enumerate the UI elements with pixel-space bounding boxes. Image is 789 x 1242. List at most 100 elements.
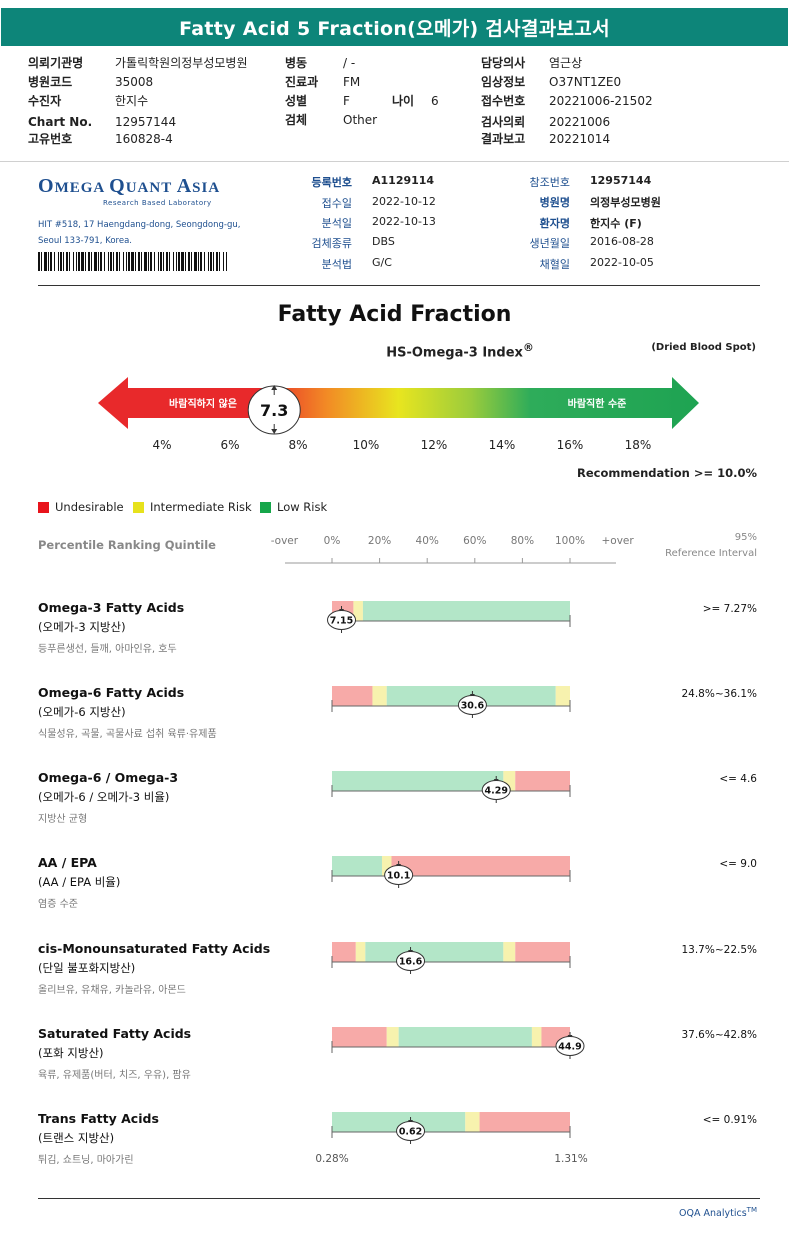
barcode-bar: [38, 252, 40, 271]
barcode-bar: [194, 252, 197, 271]
hospital-code-label: 병원코드: [28, 75, 73, 89]
barcode-bar: [69, 252, 70, 271]
row-reference: 13.7%~22.5%: [681, 944, 757, 956]
marker-value: 16.6: [399, 957, 423, 968]
barcode-bar: [41, 252, 42, 271]
row-reference: <= 0.91%: [702, 1114, 757, 1126]
logo-letter: O: [38, 175, 55, 197]
legend-swatch: [38, 501, 49, 513]
bar-segment-yellow: [381, 856, 392, 876]
doctor-value: 염근상: [549, 56, 583, 70]
bar-segment-green: [365, 942, 504, 962]
barcode-bar: [191, 252, 192, 271]
section-title: Fatty Acid Fraction: [277, 302, 512, 327]
gauge-tick-label: 6%: [220, 438, 240, 452]
barcode-bar: [110, 252, 112, 271]
reference-header: 95% Reference Interval: [640, 530, 757, 562]
percentile-label: -over: [270, 535, 299, 547]
ward-label: 병동: [285, 56, 308, 70]
result-label: 결과보고: [481, 132, 526, 146]
marker-value: 0.62: [399, 1127, 422, 1138]
trans-scale-max: 1.31%: [554, 1153, 588, 1165]
value-marker: 30.6: [457, 691, 487, 718]
gauge-high-label: 바람직한 수준: [568, 397, 627, 410]
bar-segment-red: [515, 771, 570, 791]
barcode-bar: [219, 252, 220, 271]
marker-value: 44.9: [558, 1042, 581, 1053]
barcode-bar: [213, 252, 214, 271]
percentile-title: Percentile Ranking Quintile: [38, 538, 216, 552]
request-label: 검사의뢰: [481, 115, 526, 129]
footer-text: OQA Analytics: [679, 1208, 747, 1220]
row-name: Saturated Fatty Acids: [38, 1026, 192, 1041]
barcode-bar: [98, 252, 99, 271]
received-label: 접수일: [321, 197, 352, 210]
marker-value: 4.29: [484, 786, 507, 797]
row-korean-name: (포화 지방산): [38, 1046, 104, 1060]
barcode-bar: [48, 252, 49, 271]
row-korean-name: (단일 불포화지방산): [38, 961, 136, 975]
row-reference: 37.6%~42.8%: [681, 1029, 757, 1041]
specimen-type-label: 검체종류: [311, 237, 352, 250]
barcode-bar: [81, 252, 84, 271]
barcode-bar: [150, 252, 152, 271]
bar-segment-green: [398, 1027, 532, 1047]
barcode-bar: [113, 252, 114, 271]
legend-undesirable: Undesirable: [38, 500, 124, 514]
barcode-bar: [188, 252, 190, 271]
barcode-bar: [198, 252, 199, 271]
row-korean-name: (트랜스 지방산): [38, 1131, 115, 1145]
index-title-text: HS-Omega-3 Index: [386, 345, 523, 361]
row-reference: <= 9.0: [719, 858, 757, 870]
trademark-mark: TM: [746, 1206, 757, 1214]
ref-no-value: 12957144: [590, 174, 652, 187]
barcode-bar: [50, 252, 52, 271]
collected-label: 채혈일: [539, 258, 570, 271]
logo-letter: Q: [109, 175, 126, 197]
barcode-bar: [216, 252, 218, 271]
logo-letter: A: [176, 175, 193, 197]
bar-segment-red: [479, 1112, 570, 1132]
percentile-bar: 44.9: [331, 1027, 585, 1059]
barcode-bar: [131, 252, 134, 271]
gauge-low-label: 바람직하지 않은: [169, 397, 237, 410]
barcode-bar: [123, 252, 124, 271]
gauge-tick-label: 12%: [420, 438, 448, 452]
barcode-bar: [158, 252, 159, 271]
percentile-label: +over: [601, 535, 634, 547]
barcode-bar: [116, 252, 118, 271]
barcode-bar: [119, 252, 120, 271]
bar-segment-green: [332, 856, 382, 876]
row-reference: >= 7.27%: [702, 603, 757, 615]
gauge-tick-label: 10%: [352, 438, 380, 452]
row-name: Omega-6 / Omega-3: [38, 770, 179, 785]
logo-text: UANT: [125, 180, 177, 196]
value-marker: 44.9: [555, 1032, 585, 1059]
hospital-code-value: 35008: [115, 75, 154, 89]
address-line: Seoul 133-791, Korea.: [38, 236, 132, 246]
row-name: AA / EPA: [38, 855, 97, 870]
logo-text: MEGA: [54, 180, 110, 196]
marker-value: 10.1: [387, 871, 410, 882]
logo-subtitle: Research Based Laboratory: [103, 199, 212, 207]
dept-label: 진료과: [285, 75, 319, 89]
analyzed-value: 2022-10-13: [372, 215, 436, 228]
value-marker: 10.1: [384, 861, 414, 888]
clinical-value: O37NT1ZE0: [549, 75, 622, 89]
reg-no-label: 등록번호: [311, 176, 352, 189]
barcode-bar: [173, 252, 174, 271]
row-korean-name: (AA / EPA 비율): [38, 875, 121, 889]
bar-segment-yellow: [353, 601, 363, 621]
barcode-bar: [223, 252, 224, 271]
row-name: cis-Monounsaturated Fatty Acids: [38, 941, 271, 956]
marker-value: 7.15: [330, 616, 353, 627]
percentile-label: 80%: [510, 535, 535, 547]
gauge-marker: 7.3: [247, 385, 301, 435]
barcode-bar: [166, 252, 168, 271]
barcode-bar: [60, 252, 62, 271]
bar-segment-green: [332, 1112, 466, 1132]
sex-value: F: [343, 94, 350, 108]
barcode-bar: [108, 252, 109, 271]
bar-segment-yellow: [465, 1112, 480, 1132]
barcode-bar: [148, 252, 149, 271]
